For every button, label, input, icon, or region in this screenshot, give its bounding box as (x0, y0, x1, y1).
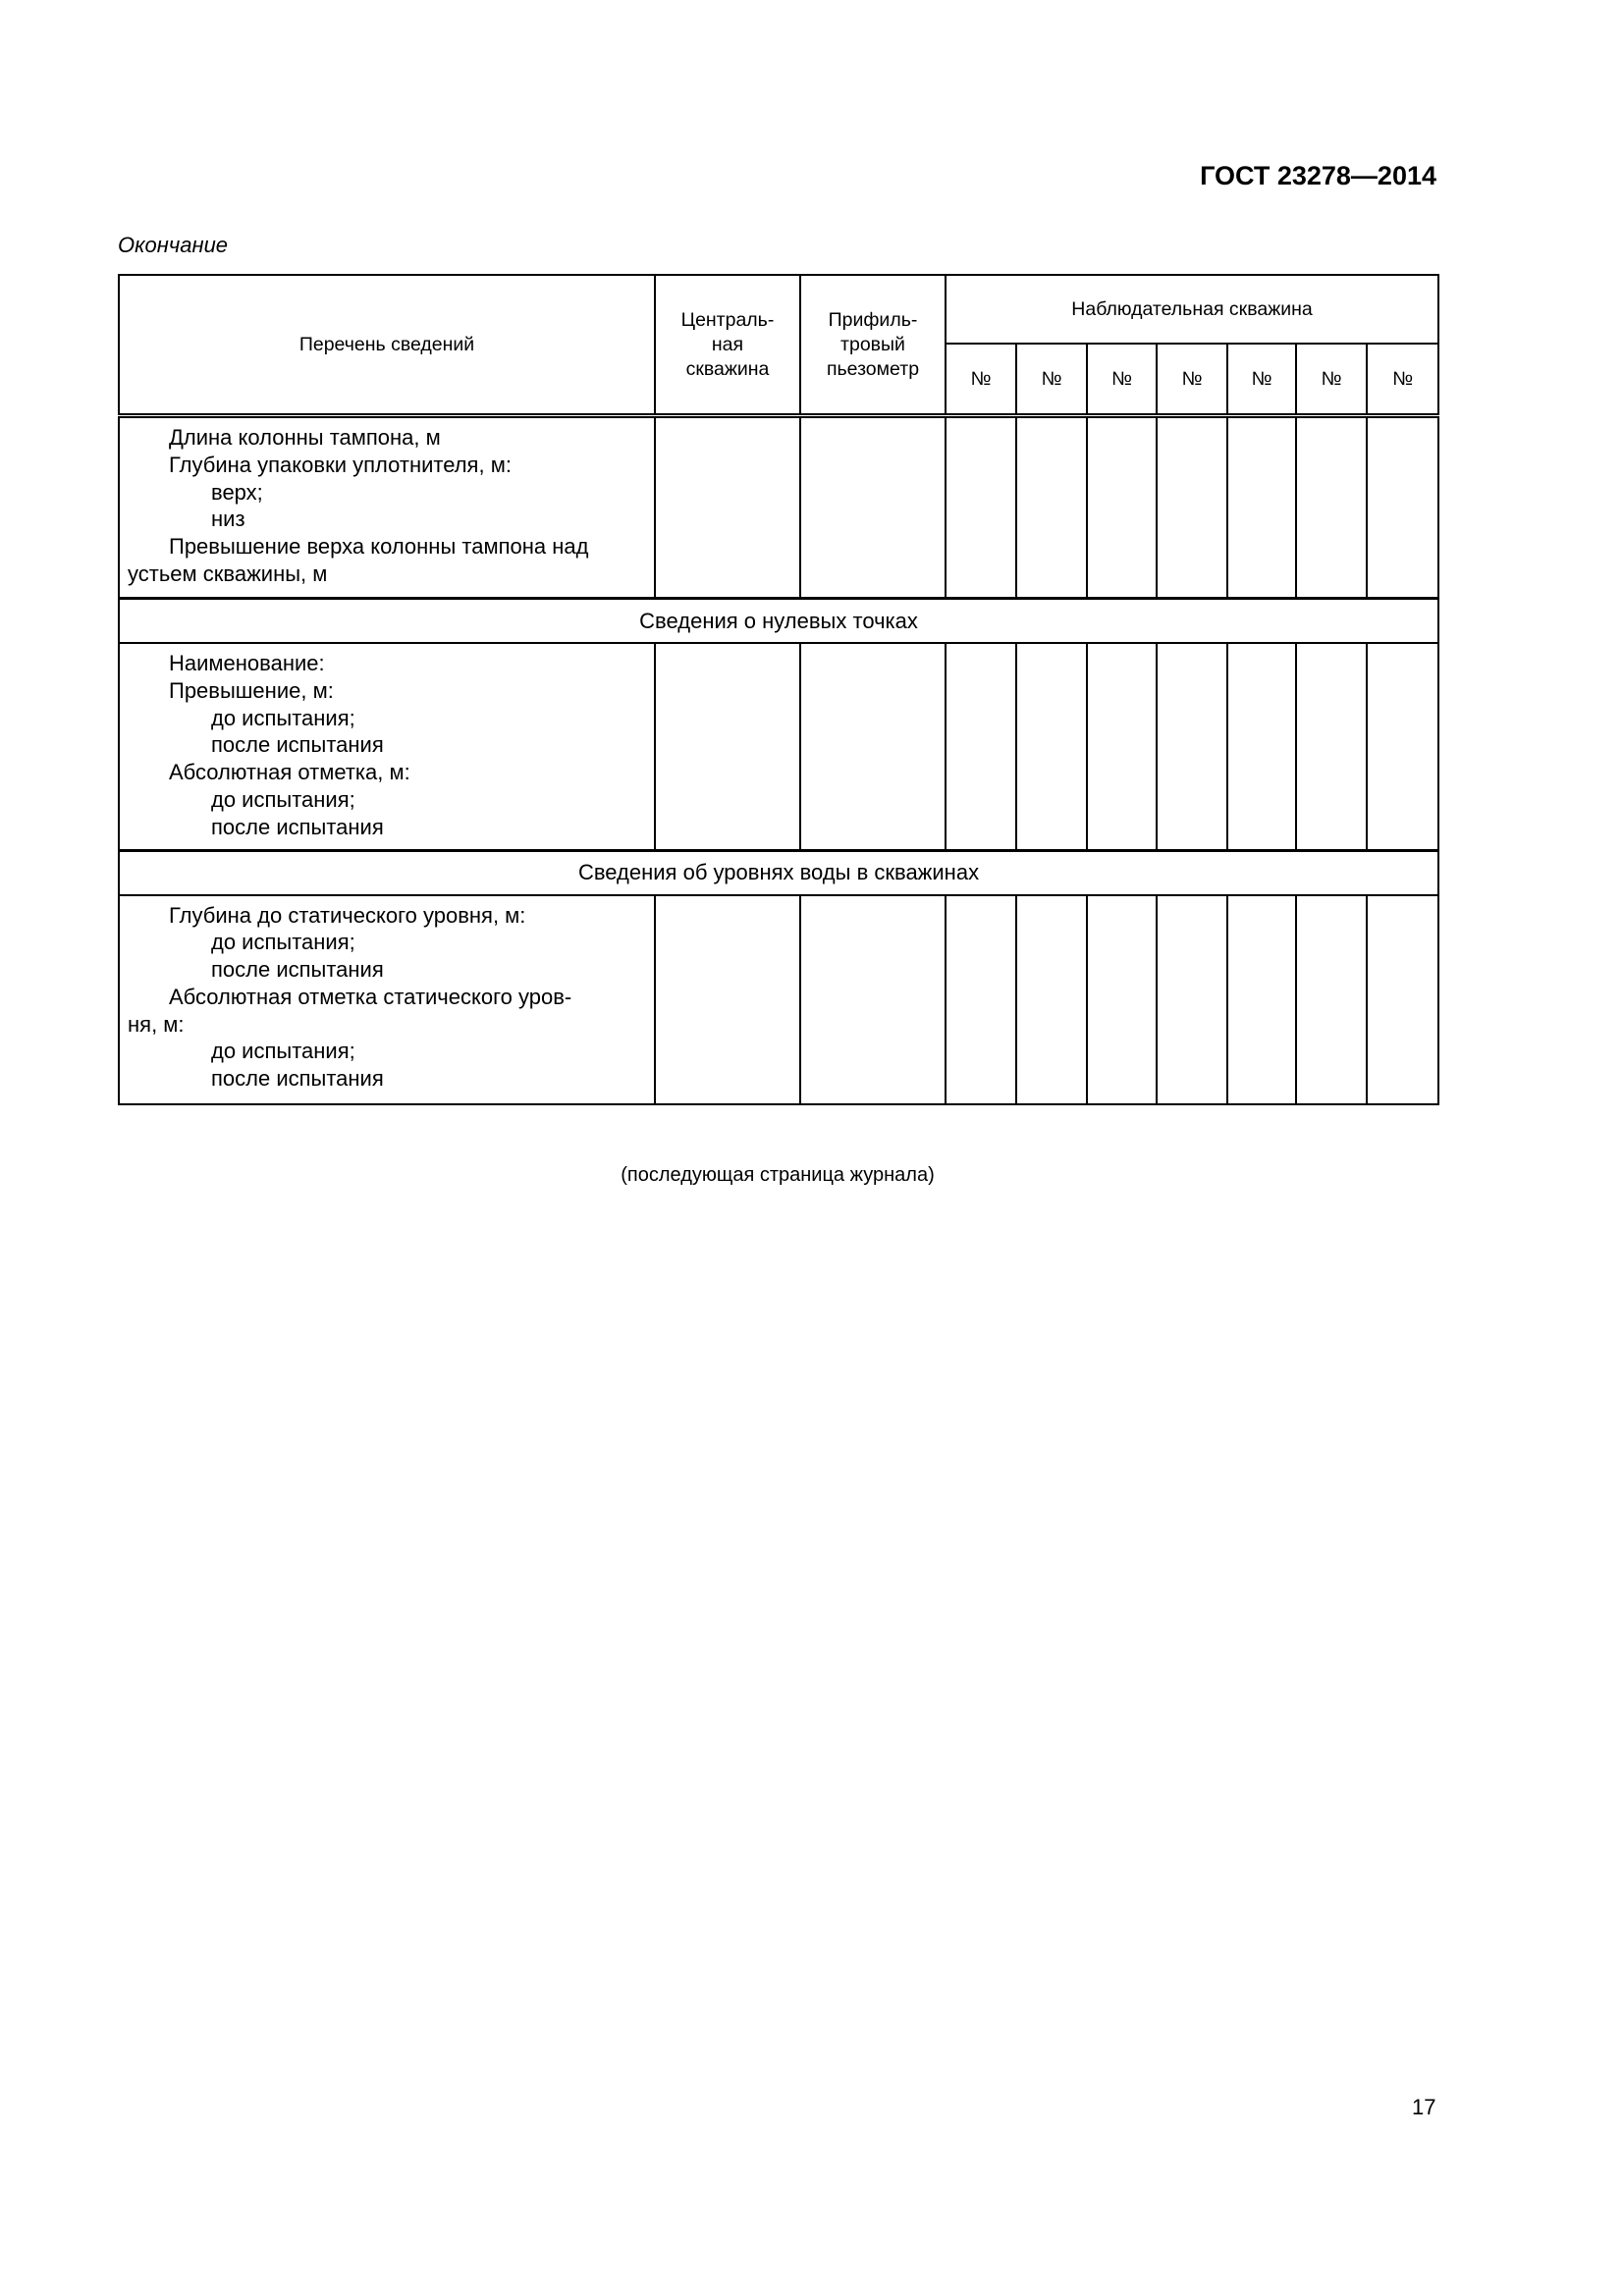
blank-entry-cell[interactable] (654, 893, 801, 1105)
next-page-caption: (последующая страница журнала) (621, 1164, 935, 1186)
blank-entry-cell[interactable] (1086, 642, 1158, 851)
info-line: Абсолютная отметка, м: (169, 760, 410, 785)
blank-entry-cell[interactable] (1156, 642, 1228, 851)
observation-well-number: № (1295, 343, 1368, 418)
blank-entry-cell[interactable] (654, 642, 801, 851)
blank-entry-cell[interactable] (1365, 642, 1440, 851)
blank-entry-cell[interactable] (1295, 414, 1368, 600)
header-line: скважина (685, 357, 770, 380)
info-list-cell: Глубина до статического уровня, м: до исп… (118, 893, 656, 1105)
observation-well-number: № (1086, 343, 1158, 418)
header-line: ная (711, 333, 744, 355)
blank-entry-cell[interactable] (1226, 893, 1297, 1105)
info-line: ня, м: (128, 1011, 185, 1037)
info-line: после испытания (211, 732, 384, 758)
document-code: ГОСТ 23278—2014 (1200, 161, 1436, 190)
blank-entry-cell[interactable] (1226, 414, 1297, 600)
observation-well-number: № (1156, 343, 1228, 418)
info-line: верх; (211, 479, 263, 505)
info-line: до испытания; (211, 930, 355, 955)
blank-entry-cell[interactable] (945, 893, 1017, 1105)
info-line: после испытания (211, 957, 384, 983)
blank-entry-cell[interactable] (1086, 893, 1158, 1105)
header-central-well: Централь- ная скважина (654, 274, 801, 418)
info-line: Глубина упаковки уплотнителя, м: (169, 452, 512, 477)
blank-entry-cell[interactable] (1015, 414, 1088, 600)
info-line: до испытания; (211, 705, 355, 730)
observation-well-number: № (1226, 343, 1297, 418)
info-line: Превышение, м: (169, 677, 334, 703)
blank-entry-cell[interactable] (799, 893, 947, 1105)
info-line: Глубина до статического уровня, м: (169, 902, 526, 928)
info-list-cell: Длина колонны тампона, м Глубина упаковки… (118, 414, 656, 600)
header-line: Централь- (680, 308, 775, 331)
info-line: низ (211, 507, 245, 532)
blank-entry-cell[interactable] (1156, 893, 1228, 1105)
header-piezometer: Прифиль- тровый пьезометр (799, 274, 947, 418)
blank-entry-cell[interactable] (1365, 414, 1440, 600)
info-line: устьем скважины, м (128, 561, 328, 586)
page-number: 17 (1412, 2095, 1436, 2119)
section-zero-points: Сведения о нулевых точках (117, 597, 1440, 644)
blank-entry-cell[interactable] (1295, 642, 1368, 851)
blank-entry-cell[interactable] (1086, 414, 1158, 600)
observation-well-number: № (1015, 343, 1088, 418)
blank-entry-cell[interactable] (1365, 893, 1440, 1105)
info-line: до испытания; (211, 1039, 355, 1064)
blank-entry-cell[interactable] (1156, 414, 1228, 600)
header-list: Перечень сведений (118, 274, 656, 418)
info-line: после испытания (211, 814, 384, 839)
observation-well-number: № (945, 343, 1017, 418)
blank-entry-cell[interactable] (799, 642, 947, 851)
header-observation-well: Наблюдательная скважина (944, 274, 1440, 345)
journal-table: Перечень сведений Централь- ная скважина… (117, 274, 1440, 1105)
blank-entry-cell[interactable] (1295, 893, 1368, 1105)
blank-entry-cell[interactable] (1015, 642, 1088, 851)
info-line: после испытания (211, 1066, 384, 1092)
info-list-cell: Наименование: Превышение, м: до испытания;… (118, 642, 656, 851)
header-line: тровый (840, 333, 905, 355)
blank-entry-cell[interactable] (1015, 893, 1088, 1105)
header-line: пьезометр (826, 357, 920, 380)
blank-entry-cell[interactable] (945, 642, 1017, 851)
blank-entry-cell[interactable] (1226, 642, 1297, 851)
continuation-label: Окончание (118, 233, 229, 257)
observation-well-number: № (1365, 343, 1440, 418)
blank-entry-cell[interactable] (654, 414, 801, 600)
blank-entry-cell[interactable] (799, 414, 947, 600)
info-line: Наименование: (169, 651, 325, 675)
info-line: до испытания; (211, 786, 355, 812)
blank-entry-cell[interactable] (945, 414, 1017, 600)
section-water-levels: Сведения об уровнях воды в скважинах (117, 848, 1440, 896)
info-line: Длина колонны тампона, м (169, 425, 441, 450)
info-line: Абсолютная отметка статического уров- (169, 984, 572, 1009)
info-line: Превышение верха колонны тампона над (169, 534, 589, 560)
header-line: Прифиль- (828, 308, 918, 331)
